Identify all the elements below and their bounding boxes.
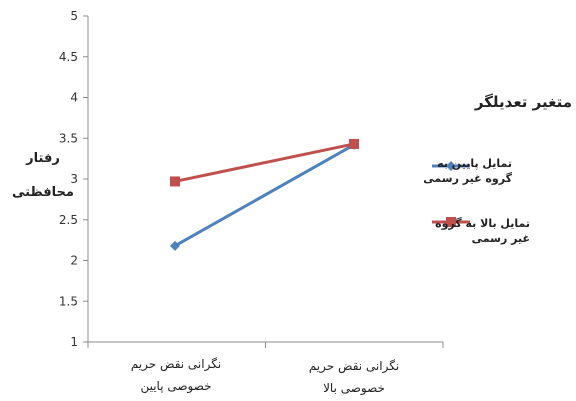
series-line-1 — [174, 142, 355, 183]
y-tick-label: 1.5 — [59, 294, 78, 308]
legend-entry-high-line-1: تمایل بالا به گروه — [435, 217, 530, 230]
y-tick-label: 3.5 — [59, 131, 78, 145]
y-tick-label: 4 — [70, 91, 78, 105]
legend-entry-low: تمایل پایین به گروه غیر رسمی — [412, 156, 512, 186]
y-axis-label-line-1: رفتار — [26, 151, 60, 166]
legend-title: متغیر تعدیلگر — [474, 93, 572, 111]
x-tick-label-low-line-2: خصوصی پایین — [140, 379, 212, 393]
y-tick-label: 2.5 — [59, 213, 78, 227]
series-1-point — [170, 176, 180, 187]
y-tick-label: 4.5 — [59, 50, 78, 64]
y-tick-label: 5 — [70, 9, 78, 23]
series-1-point — [349, 138, 359, 149]
x-tick-label-low: نگرانی نقض حریم خصوصی پایین — [106, 353, 246, 397]
legend-entry-high-line-2: غیر رسمی — [471, 232, 530, 245]
y-axis-label: رفتار محافظتی — [6, 142, 80, 210]
legend-entry-low-line-2: گروه غیر رسمی — [423, 172, 512, 185]
legend-swatch-marker-1 — [446, 217, 456, 227]
series-0-point — [170, 240, 180, 251]
x-tick-label-high: نگرانی نقض حریم خصوصی بالا — [284, 355, 424, 399]
series-line-0 — [174, 143, 355, 248]
y-axis-label-line-2: محافظتی — [12, 185, 74, 200]
x-tick-label-high-line-2: خصوصی بالا — [323, 381, 385, 395]
y-tick-label: 3 — [70, 172, 78, 186]
y-tick-label: 2 — [70, 254, 78, 268]
legend-swatch-marker-0 — [446, 161, 456, 171]
legend-entry-low-line-1: تمایل پایین به — [437, 157, 512, 170]
legend-entry-high: تمایل بالا به گروه غیر رسمی — [430, 216, 530, 246]
y-tick-label: 1 — [70, 335, 78, 349]
x-tick-label-high-line-1: نگرانی نقض حریم — [308, 359, 400, 373]
x-tick-label-low-line-1: نگرانی نقض حریم — [130, 357, 222, 371]
